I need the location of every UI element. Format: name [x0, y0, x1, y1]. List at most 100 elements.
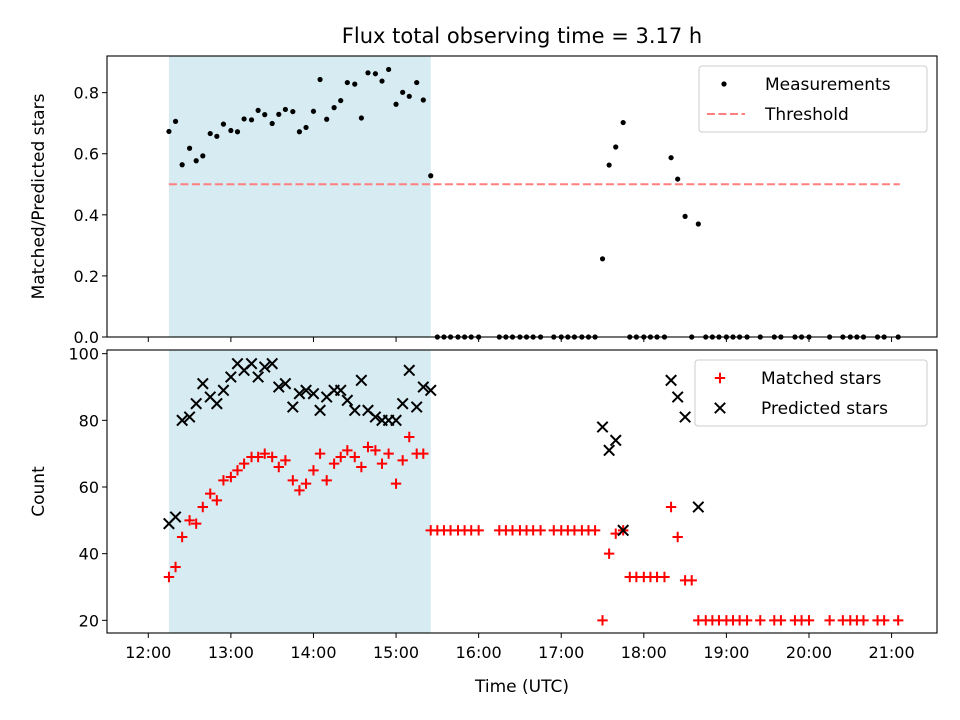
matched-star-point [535, 525, 546, 536]
measurement-point [420, 97, 426, 103]
legend-box [698, 65, 928, 133]
matched-star-point [184, 515, 195, 526]
measurement-point [166, 128, 172, 135]
measurement-point [241, 116, 247, 122]
matched-star-point [287, 475, 299, 486]
measurement-point [207, 130, 213, 137]
measurement-point [386, 66, 392, 73]
matched-star-point [589, 525, 601, 536]
predicted-star-point [196, 377, 209, 390]
predicted-star-point [348, 404, 361, 417]
matched-star-point [397, 455, 408, 466]
x-tick-label: 14:00 [290, 643, 336, 662]
predicted-star-point [390, 414, 402, 427]
measurement-point [179, 162, 185, 168]
matched-star-point [259, 448, 270, 459]
predicted-star-point [272, 381, 285, 393]
predicted-star-point [403, 364, 416, 377]
matched-star-point [314, 448, 326, 459]
matched-star-point [892, 615, 904, 626]
measurement-point [675, 176, 681, 182]
matched-star-point [170, 561, 181, 573]
predicted-star-point [671, 391, 684, 403]
matched-star-point [597, 615, 608, 626]
predicted-star-point [266, 357, 279, 370]
legend-matched-swatch [714, 372, 726, 384]
measurement-point [276, 111, 282, 117]
matched-star-point [665, 501, 677, 513]
measurement-point [393, 101, 399, 107]
matched-star-point [824, 615, 835, 626]
predicted-star-point [279, 377, 292, 390]
matched-star-point [280, 455, 291, 466]
measurement-point [414, 79, 420, 86]
matched-star-point [218, 475, 229, 486]
x-tick-label: 16:00 [456, 643, 502, 662]
measurement-point [234, 129, 241, 135]
y-tick-label: 40 [79, 545, 99, 564]
predicted-star-point [300, 384, 312, 397]
predicted-star-point [217, 384, 230, 397]
y-tick-label: 0.0 [74, 328, 99, 347]
x-tick-label: 19:00 [703, 643, 749, 662]
top-highlight-band [168, 56, 431, 337]
measurement-point [620, 119, 626, 126]
measurement-point [228, 127, 234, 134]
predicted-star-point [190, 397, 203, 410]
measurement-point [269, 120, 275, 127]
predicted-star-point [252, 371, 265, 383]
measurement-point [344, 79, 350, 86]
matched-star-point [603, 548, 615, 559]
matched-star-point [686, 575, 697, 586]
matched-star-point [335, 451, 346, 463]
predicted-star-point [183, 411, 196, 423]
measurement-point [338, 97, 344, 104]
measurement-point [406, 93, 412, 99]
predicted-star-point [307, 387, 320, 400]
bottom-marks [163, 357, 904, 626]
measurement-point [220, 121, 227, 127]
bottom-axes-frame [106, 349, 938, 634]
legend-box [694, 359, 928, 427]
x-tick-label: 21:00 [869, 643, 915, 662]
top-y-ticks: 0.0 0.2 0.4 0.6 0.8 [74, 84, 107, 347]
matched-star-point [755, 615, 766, 626]
measurement-point [613, 144, 619, 150]
matched-star-point [362, 441, 374, 453]
matched-star-point [383, 448, 394, 459]
matched-star-point [252, 451, 264, 463]
measurement-point [296, 129, 303, 135]
measurement-point [310, 108, 317, 114]
bottom-x-ticks: 12:00 13:00 14:00 15:00 16:00 17:00 18:00 19:00… [125, 633, 915, 662]
y-tick-label: 0.4 [74, 206, 99, 225]
predicted-star-point [169, 511, 182, 523]
matched-star-point [321, 475, 332, 486]
y-tick-label: 60 [79, 478, 99, 497]
measurement-point [606, 162, 612, 168]
predicted-star-point [293, 387, 306, 400]
matched-star-point [225, 471, 237, 483]
predicted-star-point [369, 411, 382, 423]
predicted-star-point [396, 397, 409, 410]
matched-star-point [300, 478, 312, 489]
predicted-star-point [258, 361, 271, 373]
measurement-point [428, 173, 434, 179]
top-axes-frame [106, 55, 938, 338]
top-legend: Measurements Threshold [698, 65, 928, 133]
measurement-point [365, 70, 371, 76]
matched-star-point [273, 461, 284, 473]
matched-star-point [741, 615, 753, 626]
matched-star-point [404, 431, 415, 443]
predicted-star-point [692, 501, 705, 513]
matched-star-point [176, 531, 188, 543]
measurement-point [186, 145, 193, 151]
measurement-point [172, 118, 179, 124]
matched-star-point [294, 485, 305, 496]
measurement-point [324, 116, 330, 122]
measurement-point [668, 155, 674, 161]
predicted-star-point [314, 404, 326, 417]
measurement-point [695, 221, 701, 227]
matched-star-point [211, 495, 223, 506]
y-tick-label: 0.8 [74, 84, 99, 103]
predicted-star-point [410, 401, 423, 413]
